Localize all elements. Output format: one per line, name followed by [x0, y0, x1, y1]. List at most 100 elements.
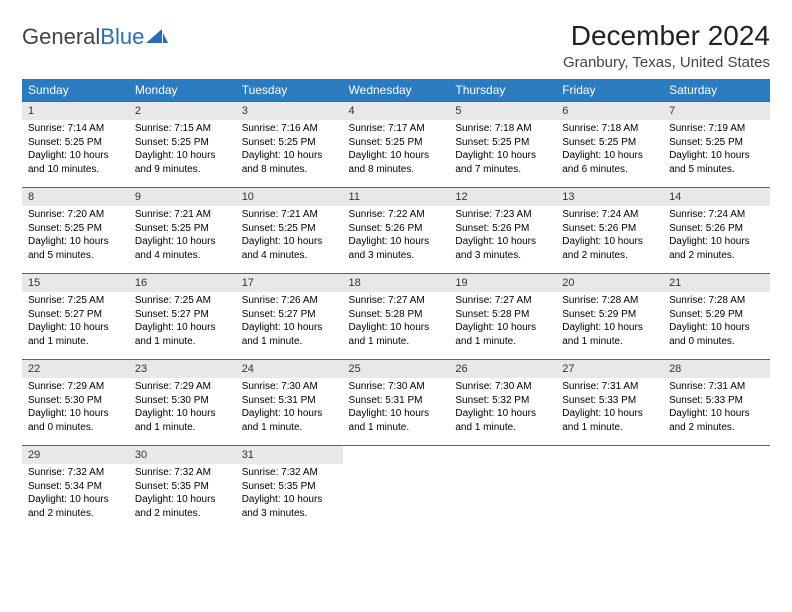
sunrise-text: Sunrise: 7:29 AM	[28, 380, 123, 394]
day-details: Sunrise: 7:20 AMSunset: 5:25 PMDaylight:…	[22, 206, 129, 266]
daylight-text: Daylight: 10 hours and 2 minutes.	[28, 493, 123, 520]
calendar-day-cell: 15Sunrise: 7:25 AMSunset: 5:27 PMDayligh…	[22, 274, 129, 360]
daylight-text: Daylight: 10 hours and 0 minutes.	[669, 321, 764, 348]
sunset-text: Sunset: 5:25 PM	[349, 136, 444, 150]
sunset-text: Sunset: 5:25 PM	[242, 136, 337, 150]
calendar-day-cell: 22Sunrise: 7:29 AMSunset: 5:30 PMDayligh…	[22, 360, 129, 446]
daylight-text: Daylight: 10 hours and 3 minutes.	[242, 493, 337, 520]
daylight-text: Daylight: 10 hours and 8 minutes.	[349, 149, 444, 176]
calendar-day-cell	[663, 446, 770, 532]
sunrise-text: Sunrise: 7:19 AM	[669, 122, 764, 136]
sunrise-text: Sunrise: 7:20 AM	[28, 208, 123, 222]
day-number: 27	[556, 360, 663, 378]
day-number: 20	[556, 274, 663, 292]
calendar-day-cell: 2Sunrise: 7:15 AMSunset: 5:25 PMDaylight…	[129, 102, 236, 188]
sunrise-text: Sunrise: 7:22 AM	[349, 208, 444, 222]
day-details: Sunrise: 7:16 AMSunset: 5:25 PMDaylight:…	[236, 120, 343, 180]
day-details: Sunrise: 7:23 AMSunset: 5:26 PMDaylight:…	[449, 206, 556, 266]
sunset-text: Sunset: 5:30 PM	[135, 394, 230, 408]
daylight-text: Daylight: 10 hours and 8 minutes.	[242, 149, 337, 176]
day-details: Sunrise: 7:32 AMSunset: 5:35 PMDaylight:…	[236, 464, 343, 524]
day-details: Sunrise: 7:15 AMSunset: 5:25 PMDaylight:…	[129, 120, 236, 180]
daylight-text: Daylight: 10 hours and 1 minute.	[562, 407, 657, 434]
sunrise-text: Sunrise: 7:18 AM	[562, 122, 657, 136]
day-number: 30	[129, 446, 236, 464]
sunset-text: Sunset: 5:31 PM	[349, 394, 444, 408]
calendar-day-cell: 13Sunrise: 7:24 AMSunset: 5:26 PMDayligh…	[556, 188, 663, 274]
calendar-week-row: 8Sunrise: 7:20 AMSunset: 5:25 PMDaylight…	[22, 188, 770, 274]
day-number: 16	[129, 274, 236, 292]
page-title: December 2024	[563, 20, 770, 52]
calendar-day-cell: 31Sunrise: 7:32 AMSunset: 5:35 PMDayligh…	[236, 446, 343, 532]
calendar-table: Sunday Monday Tuesday Wednesday Thursday…	[22, 79, 770, 532]
weekday-header: Tuesday	[236, 79, 343, 102]
sunset-text: Sunset: 5:35 PM	[135, 480, 230, 494]
weekday-header: Friday	[556, 79, 663, 102]
day-number: 28	[663, 360, 770, 378]
daylight-text: Daylight: 10 hours and 1 minute.	[242, 407, 337, 434]
sunset-text: Sunset: 5:29 PM	[669, 308, 764, 322]
sunrise-text: Sunrise: 7:32 AM	[242, 466, 337, 480]
weekday-header: Wednesday	[343, 79, 450, 102]
day-number: 17	[236, 274, 343, 292]
calendar-day-cell: 9Sunrise: 7:21 AMSunset: 5:25 PMDaylight…	[129, 188, 236, 274]
daylight-text: Daylight: 10 hours and 2 minutes.	[669, 407, 764, 434]
sail-icon	[146, 29, 168, 45]
day-details: Sunrise: 7:18 AMSunset: 5:25 PMDaylight:…	[556, 120, 663, 180]
sunset-text: Sunset: 5:35 PM	[242, 480, 337, 494]
daylight-text: Daylight: 10 hours and 3 minutes.	[349, 235, 444, 262]
daylight-text: Daylight: 10 hours and 3 minutes.	[455, 235, 550, 262]
day-details: Sunrise: 7:24 AMSunset: 5:26 PMDaylight:…	[663, 206, 770, 266]
sunset-text: Sunset: 5:26 PM	[562, 222, 657, 236]
calendar-day-cell: 4Sunrise: 7:17 AMSunset: 5:25 PMDaylight…	[343, 102, 450, 188]
day-number: 5	[449, 102, 556, 120]
day-details: Sunrise: 7:28 AMSunset: 5:29 PMDaylight:…	[663, 292, 770, 352]
sunrise-text: Sunrise: 7:32 AM	[135, 466, 230, 480]
weekday-header: Thursday	[449, 79, 556, 102]
day-details: Sunrise: 7:30 AMSunset: 5:31 PMDaylight:…	[236, 378, 343, 438]
sunrise-text: Sunrise: 7:26 AM	[242, 294, 337, 308]
daylight-text: Daylight: 10 hours and 4 minutes.	[135, 235, 230, 262]
day-details: Sunrise: 7:29 AMSunset: 5:30 PMDaylight:…	[22, 378, 129, 438]
day-details: Sunrise: 7:27 AMSunset: 5:28 PMDaylight:…	[343, 292, 450, 352]
sunrise-text: Sunrise: 7:30 AM	[455, 380, 550, 394]
daylight-text: Daylight: 10 hours and 4 minutes.	[242, 235, 337, 262]
daylight-text: Daylight: 10 hours and 1 minute.	[242, 321, 337, 348]
daylight-text: Daylight: 10 hours and 7 minutes.	[455, 149, 550, 176]
day-details: Sunrise: 7:24 AMSunset: 5:26 PMDaylight:…	[556, 206, 663, 266]
day-details: Sunrise: 7:18 AMSunset: 5:25 PMDaylight:…	[449, 120, 556, 180]
sunrise-text: Sunrise: 7:28 AM	[562, 294, 657, 308]
sunrise-text: Sunrise: 7:15 AM	[135, 122, 230, 136]
day-details: Sunrise: 7:14 AMSunset: 5:25 PMDaylight:…	[22, 120, 129, 180]
calendar-day-cell: 24Sunrise: 7:30 AMSunset: 5:31 PMDayligh…	[236, 360, 343, 446]
day-number: 29	[22, 446, 129, 464]
sunrise-text: Sunrise: 7:24 AM	[669, 208, 764, 222]
calendar-week-row: 15Sunrise: 7:25 AMSunset: 5:27 PMDayligh…	[22, 274, 770, 360]
calendar-day-cell: 11Sunrise: 7:22 AMSunset: 5:26 PMDayligh…	[343, 188, 450, 274]
day-number: 10	[236, 188, 343, 206]
day-details: Sunrise: 7:21 AMSunset: 5:25 PMDaylight:…	[236, 206, 343, 266]
weekday-header: Sunday	[22, 79, 129, 102]
day-number: 9	[129, 188, 236, 206]
calendar-day-cell	[556, 446, 663, 532]
day-details: Sunrise: 7:30 AMSunset: 5:31 PMDaylight:…	[343, 378, 450, 438]
sunset-text: Sunset: 5:25 PM	[669, 136, 764, 150]
day-number: 11	[343, 188, 450, 206]
sunset-text: Sunset: 5:25 PM	[135, 222, 230, 236]
logo-text: GeneralBlue	[22, 24, 144, 50]
daylight-text: Daylight: 10 hours and 2 minutes.	[669, 235, 764, 262]
calendar-day-cell: 7Sunrise: 7:19 AMSunset: 5:25 PMDaylight…	[663, 102, 770, 188]
calendar-day-cell: 28Sunrise: 7:31 AMSunset: 5:33 PMDayligh…	[663, 360, 770, 446]
sunrise-text: Sunrise: 7:17 AM	[349, 122, 444, 136]
day-details: Sunrise: 7:28 AMSunset: 5:29 PMDaylight:…	[556, 292, 663, 352]
sunrise-text: Sunrise: 7:14 AM	[28, 122, 123, 136]
sunset-text: Sunset: 5:27 PM	[135, 308, 230, 322]
day-details: Sunrise: 7:19 AMSunset: 5:25 PMDaylight:…	[663, 120, 770, 180]
daylight-text: Daylight: 10 hours and 1 minute.	[562, 321, 657, 348]
day-number: 14	[663, 188, 770, 206]
calendar-day-cell: 14Sunrise: 7:24 AMSunset: 5:26 PMDayligh…	[663, 188, 770, 274]
day-details: Sunrise: 7:30 AMSunset: 5:32 PMDaylight:…	[449, 378, 556, 438]
sunset-text: Sunset: 5:30 PM	[28, 394, 123, 408]
sunset-text: Sunset: 5:34 PM	[28, 480, 123, 494]
day-details: Sunrise: 7:31 AMSunset: 5:33 PMDaylight:…	[663, 378, 770, 438]
